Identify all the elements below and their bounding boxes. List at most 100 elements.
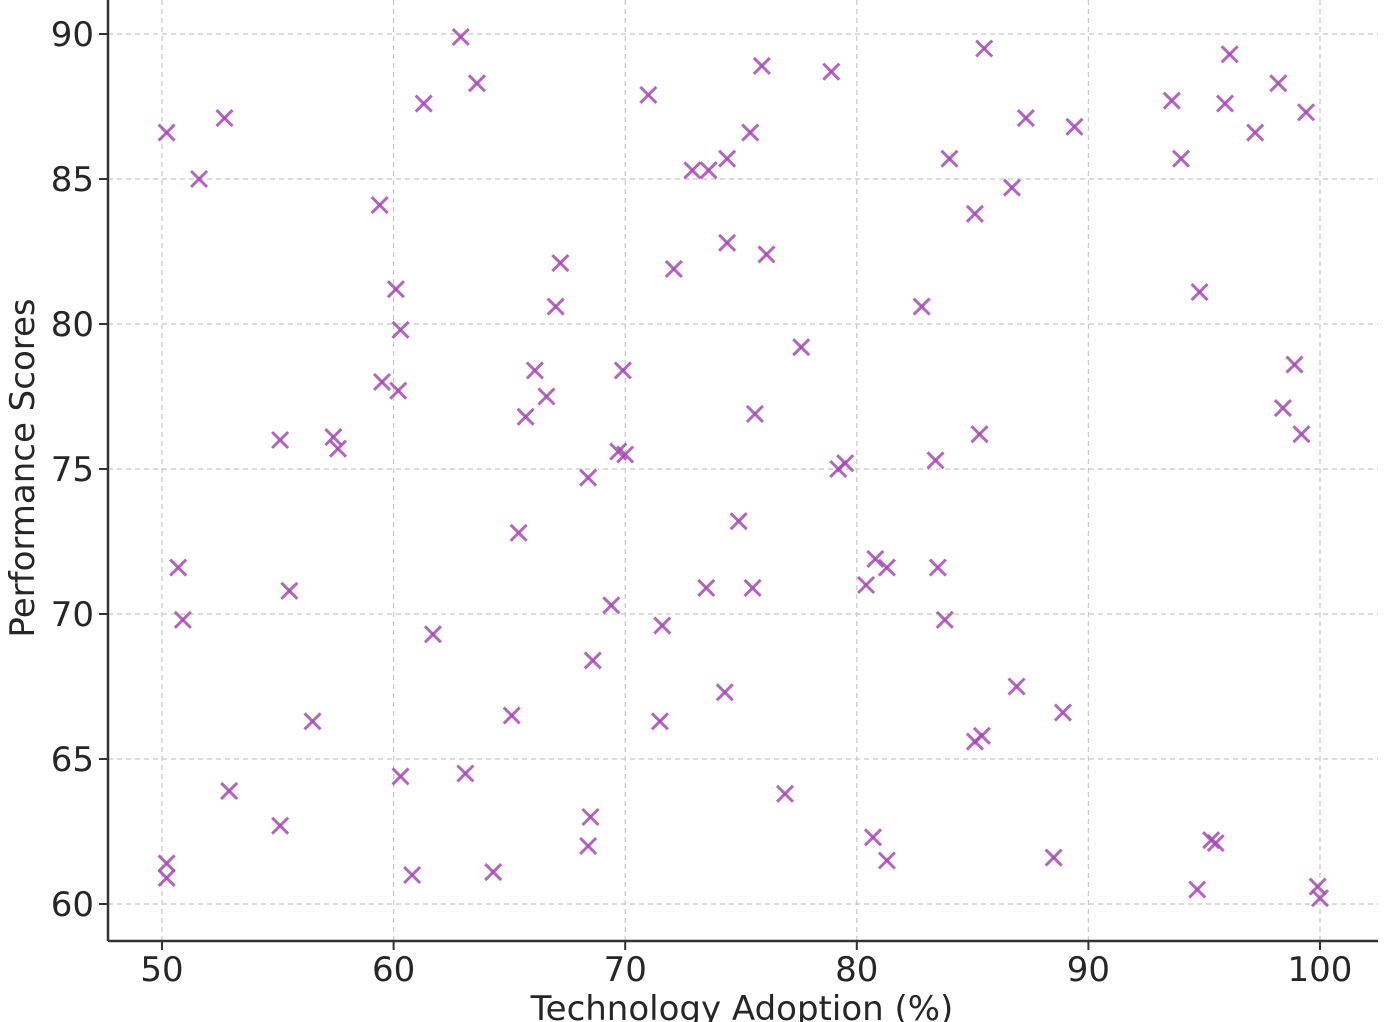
data-point (975, 39, 994, 58)
data-point-stroke (912, 297, 931, 316)
x-tick-label-70: 70 (604, 950, 647, 990)
data-point (581, 807, 600, 827)
data-point-stroke (745, 404, 764, 423)
data-point-stroke (718, 149, 737, 168)
data-point (456, 764, 475, 783)
data-point-stroke (579, 468, 598, 487)
x-tick-label-90: 90 (1067, 950, 1110, 990)
data-point-stroke (537, 387, 556, 406)
data-point-stroke (484, 863, 503, 882)
data-point (1285, 355, 1304, 374)
data-point (537, 387, 556, 406)
x-tick-label-60: 60 (372, 950, 415, 990)
data-point-stroke (328, 439, 348, 458)
data-point (1220, 45, 1239, 64)
data-point (1206, 834, 1225, 853)
data-point (583, 651, 602, 670)
data-point-stroke (1220, 45, 1239, 64)
data-point-stroke (1053, 703, 1072, 722)
data-point-stroke (609, 442, 628, 461)
data-point (173, 610, 192, 629)
data-point (484, 863, 503, 882)
data-point-stroke (683, 161, 702, 180)
data-point-stroke (579, 836, 598, 856)
data-point-stroke (857, 575, 876, 595)
data-point-stroke (280, 581, 299, 600)
data-point (715, 683, 734, 702)
data-point (752, 56, 771, 75)
data-point (743, 578, 762, 597)
data-point (1310, 889, 1330, 908)
data-point (1297, 103, 1316, 122)
x-axis-title: Technology Adoption (%) (530, 989, 954, 1022)
data-point-stroke (391, 767, 410, 786)
data-point-stroke (271, 816, 290, 835)
data-point (1002, 178, 1022, 197)
data-point-stroke (639, 85, 658, 104)
data-point-stroke (928, 558, 947, 577)
data-point-stroke (836, 454, 855, 473)
data-point-stroke (664, 259, 683, 278)
data-point (189, 169, 209, 189)
x-tick-label-50: 50 (140, 950, 183, 990)
data-point-stroke (303, 712, 322, 731)
data-point-stroke (1269, 74, 1288, 93)
data-point-stroke (220, 781, 239, 800)
y-tick-label-80: 80 (51, 305, 94, 345)
data-point (972, 726, 991, 745)
data-point-stroke (822, 62, 841, 81)
data-point (863, 828, 883, 847)
data-point-stroke (602, 596, 621, 615)
data-point (525, 361, 544, 380)
data-point-stroke (1171, 149, 1191, 168)
data-point-stroke (546, 297, 565, 316)
data-point-stroke (502, 706, 521, 725)
data-point-stroke (1002, 178, 1022, 197)
data-point (613, 361, 632, 380)
data-point (857, 575, 876, 595)
data-point (970, 425, 989, 444)
data-point-stroke (372, 372, 392, 392)
data-point-stroke (386, 280, 405, 299)
data-point-stroke (157, 123, 176, 142)
data-point (1053, 703, 1072, 722)
data-point-stroke (581, 807, 600, 827)
data-point-stroke (1007, 677, 1026, 696)
data-point-stroke (970, 425, 989, 444)
data-point-stroke (403, 865, 422, 885)
data-point-stroke (616, 445, 635, 464)
data-point-stroke (1190, 283, 1209, 302)
data-point (328, 439, 348, 458)
data-point (579, 468, 598, 487)
data-point (271, 430, 290, 450)
data-point (877, 558, 896, 577)
data-point-stroke (699, 161, 718, 180)
data-point (280, 581, 299, 600)
data-point (551, 254, 570, 273)
data-point-stroke (370, 196, 389, 215)
data-point (467, 74, 487, 93)
data-point (1171, 149, 1191, 168)
data-point (822, 62, 841, 81)
data-point (866, 549, 885, 568)
data-point (1273, 399, 1293, 418)
data-point (157, 868, 176, 887)
data-point (215, 109, 234, 128)
axes (106, 0, 1378, 943)
data-point-stroke (391, 320, 410, 339)
data-point (745, 404, 764, 423)
data-point (546, 297, 565, 316)
data-point-stroke (1285, 355, 1304, 374)
data-point-stroke (169, 558, 188, 577)
data-point-stroke (1292, 425, 1311, 444)
data-point-stroke (1044, 848, 1063, 867)
data-point (877, 851, 896, 870)
data-point (1292, 425, 1311, 444)
data-point (928, 558, 947, 577)
data-point (741, 123, 760, 142)
data-point-stroke (926, 451, 945, 470)
data-point-stroke (1246, 123, 1265, 142)
data-point (1269, 74, 1288, 93)
data-point (729, 512, 748, 531)
